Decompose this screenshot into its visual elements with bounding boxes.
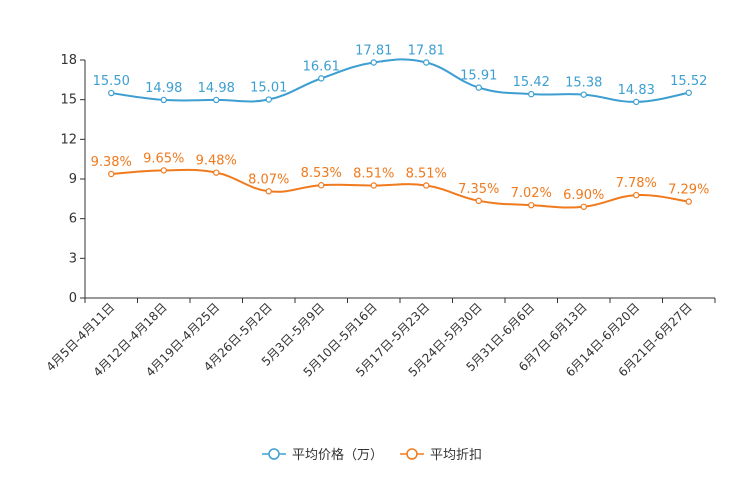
series-2: 9.38% 9.65% 9.48% 8.07% 8.53% 8.51% 8.51% 7.35%… (91, 151, 709, 210)
data-label: 15.91 (460, 69, 497, 84)
data-label: 9.65% (143, 151, 184, 166)
data-label: 8.51% (353, 166, 394, 181)
data-label: 8.51% (406, 166, 447, 181)
series-line (111, 168, 689, 209)
data-label: 17.81 (355, 44, 392, 59)
data-point[interactable] (108, 170, 115, 178)
y-tick-label: 6 (69, 212, 77, 227)
data-label: 16.61 (303, 59, 340, 74)
data-point[interactable] (580, 91, 587, 98)
series-line (111, 58, 689, 103)
data-label: 14.83 (618, 83, 655, 98)
data-point[interactable] (475, 84, 482, 91)
data-label: 14.98 (198, 81, 235, 96)
data-label: 15.38 (565, 76, 602, 91)
data-label: 8.07% (248, 172, 289, 187)
legend-item-2[interactable]: 平均折扣 (400, 448, 482, 463)
data-point[interactable] (528, 201, 535, 209)
data-point[interactable] (318, 75, 325, 82)
data-label: 8.53% (301, 166, 342, 181)
data-label: 9.48% (196, 154, 237, 169)
data-label: 6.90% (563, 188, 604, 203)
data-label: 7.29% (668, 183, 709, 198)
data-point[interactable] (633, 191, 640, 199)
legend[interactable]: 平均价格（万） 平均折扣 (262, 447, 482, 463)
data-point[interactable] (370, 182, 377, 189)
data-label: 7.78% (616, 176, 657, 191)
y-tick-label: 18 (60, 53, 77, 68)
data-label: 15.50 (93, 74, 130, 89)
y-tick-label: 15 (60, 93, 77, 108)
data-label: 15.01 (250, 81, 287, 96)
data-label: 7.02% (511, 186, 552, 201)
data-point[interactable] (580, 203, 587, 210)
data-point[interactable] (633, 98, 640, 106)
data-label: 14.98 (145, 81, 182, 96)
data-point[interactable] (318, 182, 325, 189)
data-point[interactable] (475, 197, 482, 205)
data-label: 7.35% (458, 182, 499, 197)
data-point[interactable] (160, 167, 167, 174)
series-1: 15.50 14.98 14.98 15.01 16.61 17.81 17.81 15.91… (93, 44, 707, 106)
legend-item-1[interactable]: 平均价格（万） (262, 447, 383, 463)
data-point[interactable] (528, 90, 535, 98)
data-point[interactable] (108, 89, 115, 97)
data-point[interactable] (685, 89, 692, 96)
legend-label: 平均折扣 (430, 448, 482, 463)
data-point[interactable] (685, 198, 692, 205)
series-layer: 15.50 14.98 14.98 15.01 16.61 17.81 17.81 15.91… (91, 44, 709, 210)
data-point[interactable] (213, 96, 220, 104)
y-tick-label: 9 (69, 172, 77, 187)
legend-marker (406, 448, 418, 460)
data-label: 15.42 (513, 75, 550, 90)
legend-marker (268, 448, 280, 460)
data-point[interactable] (423, 59, 430, 66)
data-label: 15.52 (670, 74, 707, 89)
y-tick-label: 12 (60, 132, 77, 147)
axes: 03691215184月5日-4月11日4月12日-4月18日4月19日-4月2… (43, 53, 716, 380)
data-label: 17.81 (408, 44, 445, 59)
data-point[interactable] (265, 96, 272, 103)
data-point[interactable] (265, 188, 272, 195)
data-point[interactable] (160, 96, 167, 104)
data-point[interactable] (213, 169, 220, 176)
data-point[interactable] (370, 59, 377, 66)
legend-label: 平均价格（万） (292, 447, 383, 463)
y-tick-label: 3 (69, 251, 77, 266)
data-point[interactable] (423, 182, 430, 189)
data-label: 9.38% (91, 155, 132, 170)
y-tick-label: 0 (69, 291, 77, 306)
